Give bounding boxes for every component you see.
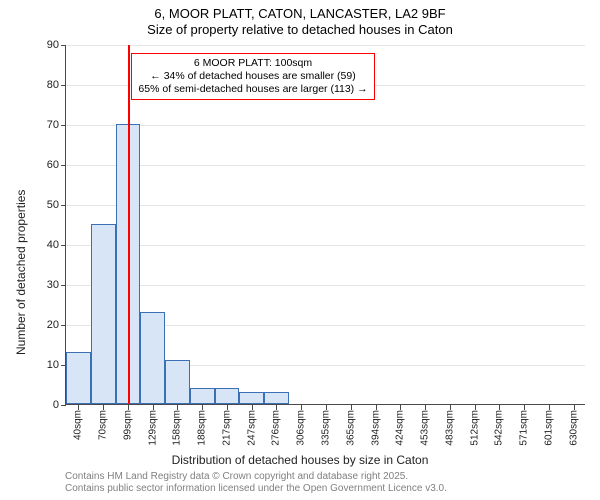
footer-line-2: Contains public sector information licen… (65, 483, 447, 495)
y-tick-label: 90 (29, 39, 59, 51)
x-tick-label: 276sqm (271, 410, 282, 446)
gridline (66, 245, 585, 246)
y-tick-mark (61, 285, 66, 286)
x-tick-label: 365sqm (345, 410, 356, 446)
y-tick-mark (61, 325, 66, 326)
x-tick-label: 601sqm (543, 410, 554, 446)
x-tick-label: 394sqm (370, 410, 381, 446)
x-tick-label: 512sqm (469, 410, 480, 446)
histogram-bar (190, 388, 215, 404)
annotation-box: 6 MOOR PLATT: 100sqm← 34% of detached ho… (131, 53, 374, 100)
gridline (66, 205, 585, 206)
x-tick-label: 453sqm (420, 410, 431, 446)
y-tick-mark (61, 245, 66, 246)
y-tick-label: 60 (29, 159, 59, 171)
y-axis-label: Number of detached properties (14, 190, 28, 355)
x-tick-label: 542sqm (494, 410, 505, 446)
histogram-bar (239, 392, 264, 404)
y-tick-label: 80 (29, 79, 59, 91)
x-tick-label: 306sqm (296, 410, 307, 446)
histogram-bar (91, 224, 116, 404)
y-tick-mark (61, 45, 66, 46)
y-tick-label: 70 (29, 119, 59, 131)
y-tick-mark (61, 405, 66, 406)
y-tick-mark (61, 205, 66, 206)
x-tick-label: 217sqm (221, 410, 232, 446)
y-tick-label: 10 (29, 359, 59, 371)
x-tick-label: 158sqm (172, 410, 183, 446)
reference-line (128, 45, 130, 404)
y-tick-label: 50 (29, 199, 59, 211)
y-tick-label: 30 (29, 279, 59, 291)
x-tick-label: 99sqm (122, 410, 133, 440)
plot-region: 40sqm70sqm99sqm129sqm158sqm188sqm217sqm2… (65, 45, 585, 405)
x-tick-label: 571sqm (519, 410, 530, 446)
histogram-bar (165, 360, 190, 404)
gridline (66, 285, 585, 286)
x-tick-label: 40sqm (73, 410, 84, 440)
y-tick-label: 0 (29, 399, 59, 411)
footer-attribution: Contains HM Land Registry data © Crown c… (65, 471, 447, 495)
footer-line-1: Contains HM Land Registry data © Crown c… (65, 471, 447, 483)
chart-area: 40sqm70sqm99sqm129sqm158sqm188sqm217sqm2… (65, 45, 585, 405)
annotation-line-2: ← 34% of detached houses are smaller (59… (138, 70, 367, 83)
histogram-bar (264, 392, 289, 404)
title-line-2: Size of property relative to detached ho… (0, 22, 600, 38)
histogram-bar (215, 388, 240, 404)
x-axis-label: Distribution of detached houses by size … (0, 453, 600, 467)
x-tick-label: 335sqm (321, 410, 332, 446)
histogram-bar (66, 352, 91, 404)
x-tick-label: 424sqm (395, 410, 406, 446)
x-tick-label: 70sqm (98, 410, 109, 440)
x-tick-label: 483sqm (444, 410, 455, 446)
histogram-bar (140, 312, 165, 404)
annotation-line-3: 65% of semi-detached houses are larger (… (138, 83, 367, 96)
gridline (66, 125, 585, 126)
gridline (66, 45, 585, 46)
gridline (66, 165, 585, 166)
x-tick-label: 247sqm (246, 410, 257, 446)
x-tick-label: 188sqm (197, 410, 208, 446)
title-line-1: 6, MOOR PLATT, CATON, LANCASTER, LA2 9BF (0, 6, 600, 22)
annotation-line-1: 6 MOOR PLATT: 100sqm (138, 57, 367, 70)
x-tick-label: 630sqm (568, 410, 579, 446)
y-tick-mark (61, 165, 66, 166)
x-tick-label: 129sqm (147, 410, 158, 446)
y-tick-mark (61, 125, 66, 126)
y-tick-label: 20 (29, 319, 59, 331)
chart-title: 6, MOOR PLATT, CATON, LANCASTER, LA2 9BF… (0, 0, 600, 39)
y-tick-label: 40 (29, 239, 59, 251)
y-tick-mark (61, 85, 66, 86)
